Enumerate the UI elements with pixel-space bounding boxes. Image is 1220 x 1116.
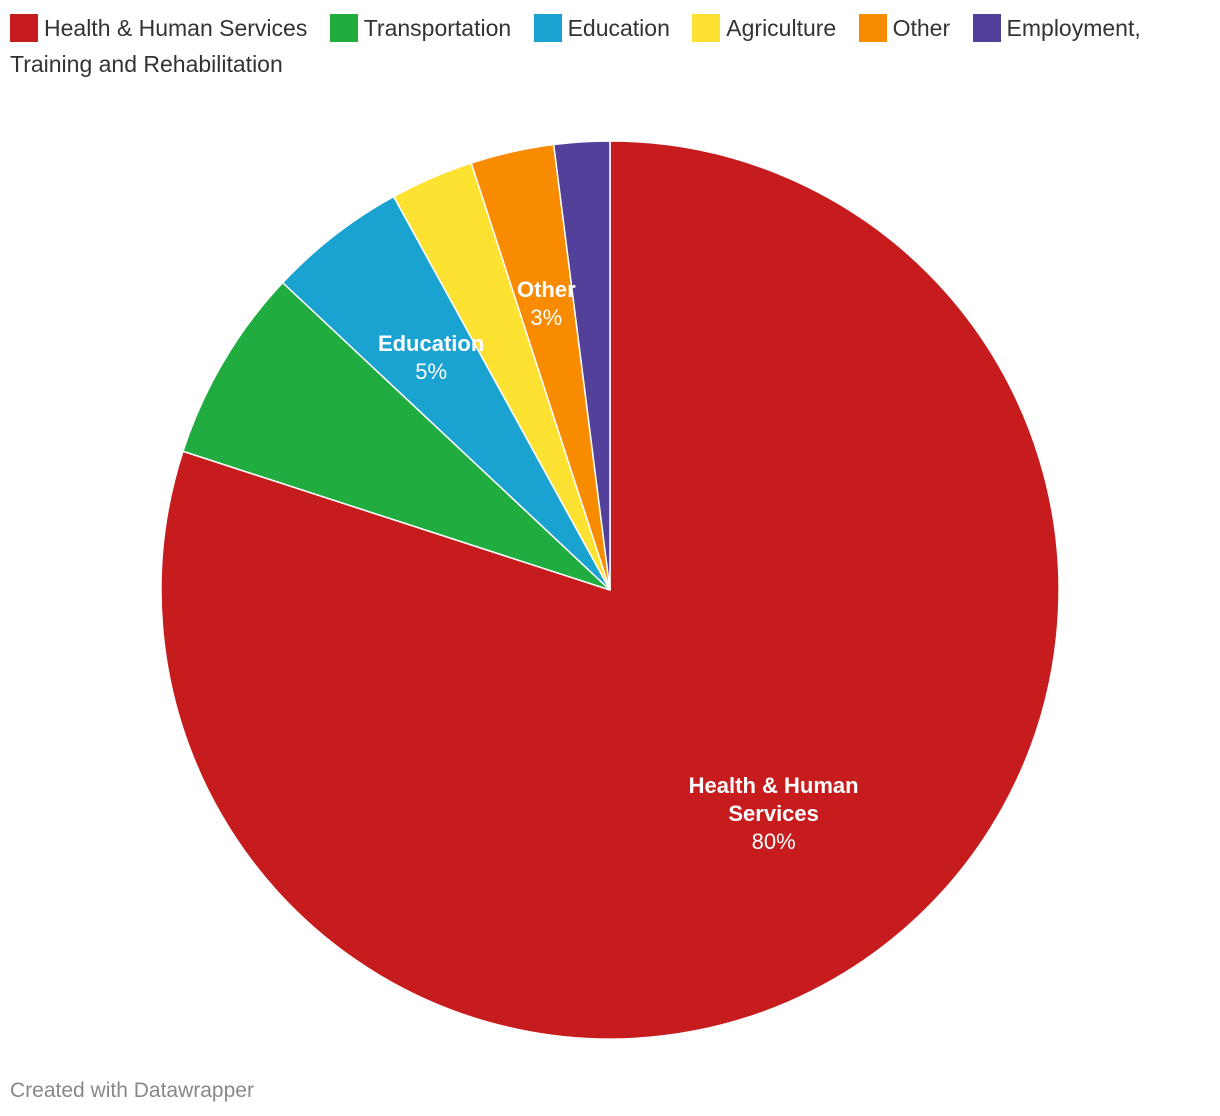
chart-legend: Health & Human Services Transportation E… <box>10 10 1200 82</box>
pie-labels: Health & Human Services 80% Education 5% Othe… <box>378 277 859 854</box>
pie-slice-employment-training-and-rehabilitation <box>552 140 611 591</box>
legend-swatch <box>972 14 1001 42</box>
legend-swatch <box>329 14 358 42</box>
legend-item-agriculture: Agriculture <box>692 14 837 42</box>
slice-label-name: Other <box>517 277 576 302</box>
slice-label-value: 5% <box>415 359 447 384</box>
legend-label: Other <box>892 15 951 41</box>
legend-item-education: Education <box>533 14 670 42</box>
legend-label: Agriculture <box>726 15 837 41</box>
legend-item-other: Other <box>858 14 951 42</box>
pie-slice-transportation <box>182 281 611 591</box>
legend-label: Employment, Training and Rehabilitation <box>10 15 1141 77</box>
legend-label: Education <box>567 15 670 41</box>
slice-label-value: 80% <box>752 829 796 854</box>
legend-swatch <box>858 14 887 42</box>
legend-label: Health & Human Services <box>44 15 308 41</box>
pie-slices <box>160 140 1060 1040</box>
legend-item-health-and-human-services: Health & Human Services <box>10 14 308 42</box>
slice-label-name: Education <box>378 331 484 356</box>
legend-swatch <box>533 14 562 42</box>
legend-swatch <box>692 14 721 42</box>
legend-label: Transportation <box>363 15 512 41</box>
legend-swatch <box>10 14 38 42</box>
slice-label-name: Health & Human <box>689 773 859 798</box>
slice-label-name: Services <box>728 801 819 826</box>
slice-label-value: 3% <box>530 305 562 330</box>
legend-item-employment-training-and-rehabilitation: Employment, Training and Rehabilitation <box>10 14 1141 77</box>
legend-item-transportation: Transportation <box>329 14 512 42</box>
credit-text: Created with Datawrapper <box>10 1079 254 1102</box>
